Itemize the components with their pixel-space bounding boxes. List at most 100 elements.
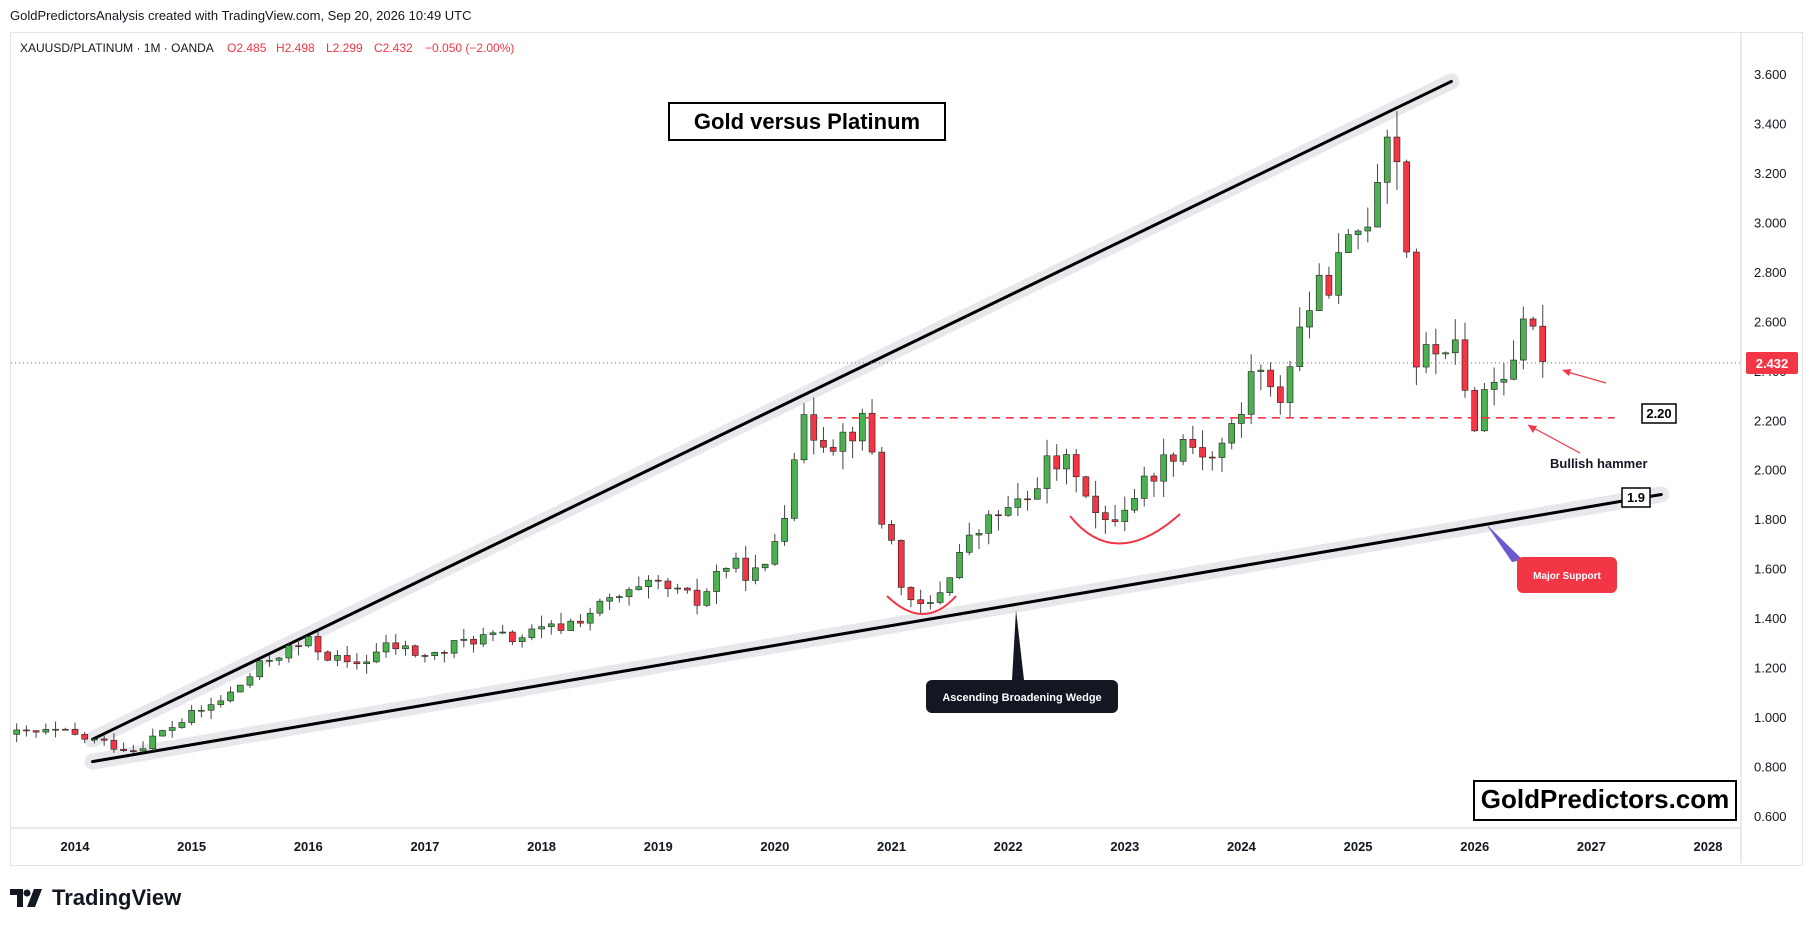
candle-up <box>946 577 954 593</box>
price-axis-tick-label: 2.200 <box>1754 413 1787 428</box>
candle-up <box>1296 326 1304 367</box>
price-axis-tick-label: 1.400 <box>1754 611 1787 626</box>
candle-down <box>295 645 302 647</box>
legend-change: −0.050 (−2.00%) <box>425 41 514 55</box>
candle-up <box>1451 339 1459 354</box>
candle-up <box>207 704 215 711</box>
chart-frame[interactable] <box>10 32 1803 866</box>
candle-up <box>1442 352 1449 355</box>
legend-open: O2.485 <box>227 41 267 55</box>
support-callout-text: Major Support <box>1533 571 1601 582</box>
candle-down <box>81 734 89 740</box>
candle-up <box>547 623 555 627</box>
candle-down <box>849 431 856 442</box>
candle-down <box>1461 339 1469 391</box>
candle-down <box>1325 274 1333 296</box>
candle-up <box>732 557 740 569</box>
candle-down <box>1276 386 1284 403</box>
candle-up <box>304 636 312 647</box>
candle-down <box>1053 455 1061 470</box>
candle-up <box>256 660 263 678</box>
candle-up <box>1364 226 1372 232</box>
candle-up <box>246 676 254 686</box>
price-axis-tick-label: 1.800 <box>1754 512 1787 527</box>
axes: 0.600 0.800 1.000 1.200 1.400 1.600 1.800 2.000… <box>11 33 1787 863</box>
candle-down <box>693 589 701 606</box>
candle-down <box>441 652 448 654</box>
candle-up <box>1422 344 1430 368</box>
candle-up <box>1247 371 1255 415</box>
candle-up <box>217 700 225 705</box>
candle-down <box>1024 498 1031 501</box>
candle-up <box>761 563 769 569</box>
level-19-label: 1.9 <box>1627 490 1645 505</box>
candle-down <box>1267 369 1274 388</box>
time-axis-tick-label: 2016 <box>294 839 323 854</box>
candle-up <box>198 709 205 712</box>
chart-credit: GoldPredictorsAnalysis created with Trad… <box>10 8 472 23</box>
candle-down <box>897 540 905 588</box>
candle-up <box>489 632 497 635</box>
candle-up <box>528 628 536 639</box>
candle-down <box>470 638 477 645</box>
hammer-arrowhead <box>1528 425 1537 433</box>
support-callout <box>1517 557 1617 593</box>
candle-up <box>227 691 234 702</box>
time-axis-tick-label: 2015 <box>177 839 206 854</box>
candle-up <box>567 620 575 631</box>
candle-down <box>1413 251 1420 368</box>
time-axis-tick-label: 2023 <box>1110 839 1139 854</box>
time-axis-tick-label: 2019 <box>644 839 673 854</box>
candle-up <box>431 652 438 656</box>
candle-up <box>956 551 963 579</box>
candle-down <box>411 645 419 656</box>
candle-down <box>120 748 127 751</box>
candle-up <box>334 655 341 661</box>
last-price-value: 2.432 <box>1756 356 1789 371</box>
candle-down <box>577 620 584 624</box>
candle-up <box>285 645 293 659</box>
candle-up <box>1354 230 1362 235</box>
candle-up <box>606 597 613 602</box>
time-axis-tick-label: 2026 <box>1460 839 1489 854</box>
candle-up <box>1374 182 1381 228</box>
price-axis-tick-label: 0.600 <box>1754 809 1787 824</box>
candle-down <box>1111 519 1119 522</box>
candle-up <box>1179 439 1187 462</box>
price-axis-tick-label: 1.200 <box>1754 661 1787 676</box>
legend-close: C2.432 <box>374 41 413 55</box>
candle-up <box>1520 318 1527 361</box>
price-axis-tick-label: 2.800 <box>1754 265 1787 280</box>
candle-down <box>1170 454 1177 462</box>
candle-up <box>450 640 458 654</box>
candle-up <box>1228 423 1236 444</box>
time-axis-tick-label: 2027 <box>1577 839 1606 854</box>
candle-up <box>800 414 808 461</box>
candle-up <box>159 730 166 737</box>
candle-down <box>1471 389 1479 432</box>
candle-down <box>353 661 361 665</box>
legend-symbol: XAUUSD/PLATINUM · 1M · OANDA <box>20 41 214 55</box>
time-axis-tick-label: 2018 <box>527 839 556 854</box>
candle-down <box>829 446 837 452</box>
candle-up <box>985 514 993 534</box>
tradingview-logo[interactable]: TradingView <box>10 885 181 911</box>
wedge-lines <box>84 73 1670 770</box>
price-axis-tick-label: 3.400 <box>1754 116 1787 131</box>
candle-down <box>23 729 30 732</box>
candle-up <box>1481 389 1488 432</box>
candle-up <box>1218 442 1226 458</box>
candle-up <box>859 412 866 442</box>
chart-title: Gold versus Platinum <box>694 109 920 134</box>
candle-up <box>1315 274 1323 311</box>
time-axis-tick-label: 2024 <box>1227 839 1257 854</box>
candle-down <box>654 579 662 582</box>
candle-down <box>100 738 108 741</box>
time-axis-tick-label: 2021 <box>877 839 906 854</box>
candle-up <box>586 612 594 624</box>
last-price-tag <box>1746 352 1798 374</box>
candle-up <box>1335 252 1342 296</box>
candle-up <box>518 637 526 643</box>
price-axis-tick-label: 3.600 <box>1754 67 1787 82</box>
